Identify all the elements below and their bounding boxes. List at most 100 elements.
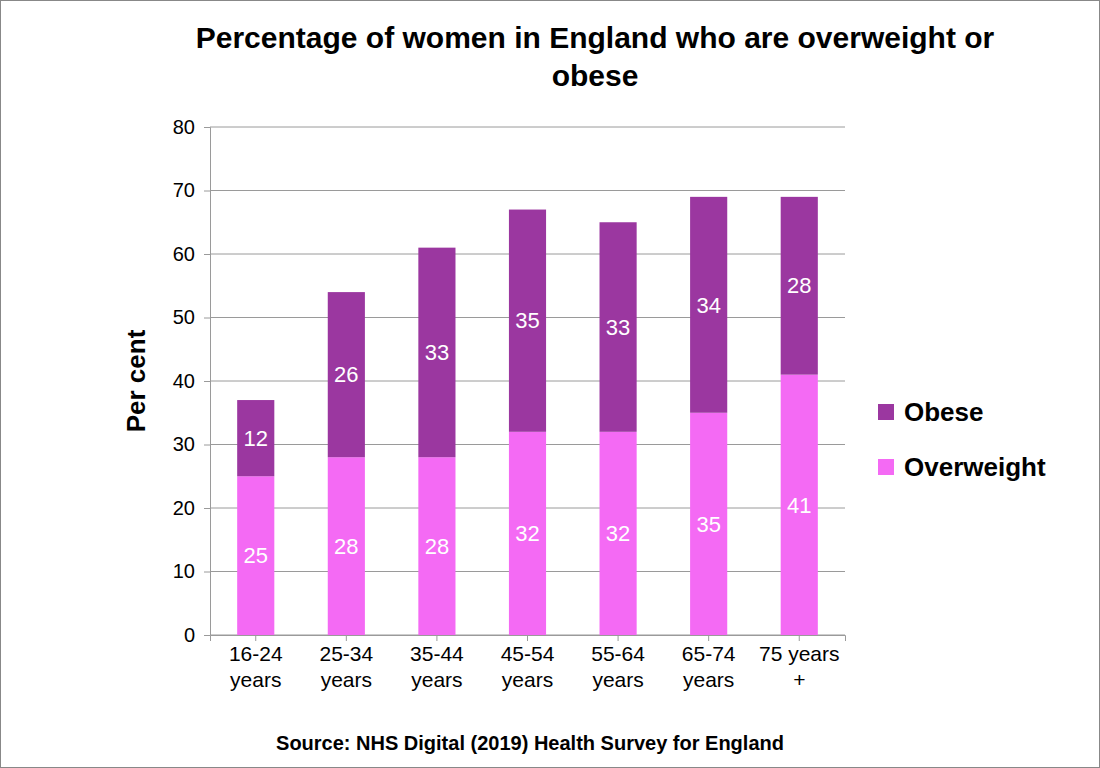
- tick-mark: [204, 191, 210, 192]
- y-tick: 40: [173, 370, 210, 392]
- data-label: 28: [334, 534, 358, 559]
- text-line: years: [321, 668, 372, 691]
- text-line: 45-54: [501, 642, 555, 665]
- tick-mark: [204, 508, 210, 509]
- chart: Percentage of women in England who are o…: [0, 0, 1100, 768]
- legend-swatch: [878, 459, 894, 475]
- tick-label: 10: [173, 560, 195, 582]
- bar: [600, 432, 637, 635]
- tick-label: 40: [173, 370, 195, 392]
- text-line: years: [683, 668, 734, 691]
- tick-label: 25-34 years: [319, 642, 373, 691]
- data-label: 32: [515, 521, 539, 546]
- text-line: years: [411, 668, 462, 691]
- data-labels: 2528283232354112263335333428: [244, 273, 812, 568]
- tick-label: 70: [173, 179, 195, 201]
- tick-label: 75 years +: [759, 642, 840, 691]
- tick-mark: [708, 635, 709, 641]
- text-line: 25-34: [319, 642, 373, 665]
- tick-mark: [204, 127, 210, 128]
- y-label: Per cent: [121, 329, 151, 432]
- grid: [210, 127, 845, 635]
- source: Source: NHS Digital (2019) Health Survey…: [276, 732, 784, 754]
- text-line: 55-64: [591, 642, 645, 665]
- frame: [1, 1, 1100, 768]
- y-axis: 0 10 20 30 40 50 60 70 80: [173, 116, 211, 646]
- bar: [418, 248, 455, 458]
- tick-mark: [204, 254, 210, 255]
- bar: [509, 210, 546, 432]
- tick-mark: [527, 635, 528, 641]
- y-tick: 30: [173, 433, 210, 455]
- y-tick: 20: [173, 497, 210, 519]
- x-tick: 65-74 years: [682, 635, 736, 691]
- data-label: 41: [787, 493, 811, 518]
- tick-mark: [436, 635, 437, 641]
- bars: [237, 197, 818, 635]
- title: Percentage of women in England who are o…: [196, 21, 995, 92]
- axis-line: [211, 636, 846, 642]
- text-line: years: [230, 668, 281, 691]
- grid-line: [210, 190, 845, 191]
- y-tick: 60: [173, 243, 210, 265]
- y-tick: 0: [184, 624, 210, 646]
- grid-line: [210, 127, 845, 128]
- tick-mark: [346, 635, 347, 641]
- bar: [781, 197, 818, 375]
- tick-label: 35-44 years: [410, 642, 464, 691]
- tick-mark: [204, 318, 210, 319]
- data-label: 33: [606, 315, 630, 340]
- data-label: 26: [334, 362, 358, 387]
- bar: [328, 292, 365, 457]
- x-tick: 35-44 years: [410, 635, 464, 691]
- data-label: 12: [244, 426, 268, 451]
- y-tick: 50: [173, 306, 210, 328]
- data-label: 28: [787, 273, 811, 298]
- bar: [690, 197, 727, 413]
- tick-mark: [618, 635, 619, 641]
- tick-mark: [799, 635, 800, 641]
- legend-label: Obese: [904, 397, 984, 427]
- tick-mark: [204, 445, 210, 446]
- tick-mark: [204, 572, 210, 573]
- text-line: +: [793, 668, 805, 691]
- data-label: 33: [425, 340, 449, 365]
- text-line: years: [502, 668, 553, 691]
- legend-swatch: [878, 404, 894, 420]
- bar: [600, 222, 637, 432]
- data-label: 28: [425, 534, 449, 559]
- x-axis: 16-24years 25-34 years 35-44 years 45-54 years…: [211, 635, 846, 691]
- y-tick: 80: [173, 116, 210, 138]
- text-line: 75 years: [759, 642, 840, 665]
- y-tick: 10: [173, 560, 210, 582]
- tick-label: 50: [173, 306, 195, 328]
- text-line: 35-44: [410, 642, 464, 665]
- axis-line: [204, 128, 211, 636]
- text-line: obese: [552, 59, 639, 92]
- tick-label: 0: [184, 624, 195, 646]
- bar: [509, 432, 546, 635]
- tick-mark: [204, 381, 210, 382]
- tick-label: 20: [173, 497, 195, 519]
- tick-mark: [255, 635, 256, 641]
- data-label: 34: [696, 293, 720, 318]
- x-tick: 75 years +: [759, 635, 840, 691]
- bar: [237, 476, 274, 635]
- tick-label: 65-74 years: [682, 642, 736, 691]
- x-tick: 55-64years: [591, 635, 645, 691]
- bar: [418, 457, 455, 635]
- tick-mark: [204, 635, 210, 636]
- text-line: Percentage of women in England who are o…: [196, 21, 995, 54]
- tick-label: 80: [173, 116, 195, 138]
- tick-label: 60: [173, 243, 195, 265]
- x-tick: 25-34 years: [319, 635, 373, 691]
- text-line: 65-74: [682, 642, 736, 665]
- tick-label: 16-24years: [229, 642, 283, 691]
- bar: [781, 375, 818, 635]
- bar: [237, 400, 274, 476]
- data-label: 32: [606, 521, 630, 546]
- x-tick: 16-24years: [229, 635, 283, 691]
- tick-label: 45-54 years: [501, 642, 555, 691]
- data-label: 35: [696, 512, 720, 537]
- bar: [328, 457, 365, 635]
